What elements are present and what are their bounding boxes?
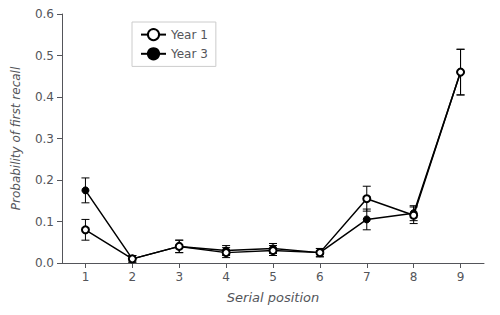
- svg-text:5: 5: [269, 270, 277, 284]
- svg-text:6: 6: [316, 270, 324, 284]
- svg-text:Serial position: Serial position: [227, 290, 319, 305]
- svg-text:Probability of first recall: Probability of first recall: [9, 66, 23, 210]
- svg-text:3: 3: [175, 270, 183, 284]
- svg-text:0.3: 0.3: [35, 132, 54, 146]
- svg-text:0.4: 0.4: [35, 90, 54, 104]
- svg-text:1: 1: [82, 270, 90, 284]
- svg-text:Year 1: Year 1: [170, 28, 208, 42]
- svg-text:7: 7: [363, 270, 371, 284]
- svg-text:0.2: 0.2: [35, 173, 54, 187]
- svg-text:4: 4: [222, 270, 230, 284]
- svg-text:0.5: 0.5: [35, 49, 54, 63]
- svg-text:9: 9: [457, 270, 465, 284]
- svg-text:0.0: 0.0: [35, 256, 54, 270]
- svg-text:0.6: 0.6: [35, 7, 54, 21]
- svg-text:Year 3: Year 3: [170, 47, 208, 61]
- svg-text:2: 2: [129, 270, 137, 284]
- svg-text:0.1: 0.1: [35, 215, 54, 229]
- svg-text:8: 8: [410, 270, 418, 284]
